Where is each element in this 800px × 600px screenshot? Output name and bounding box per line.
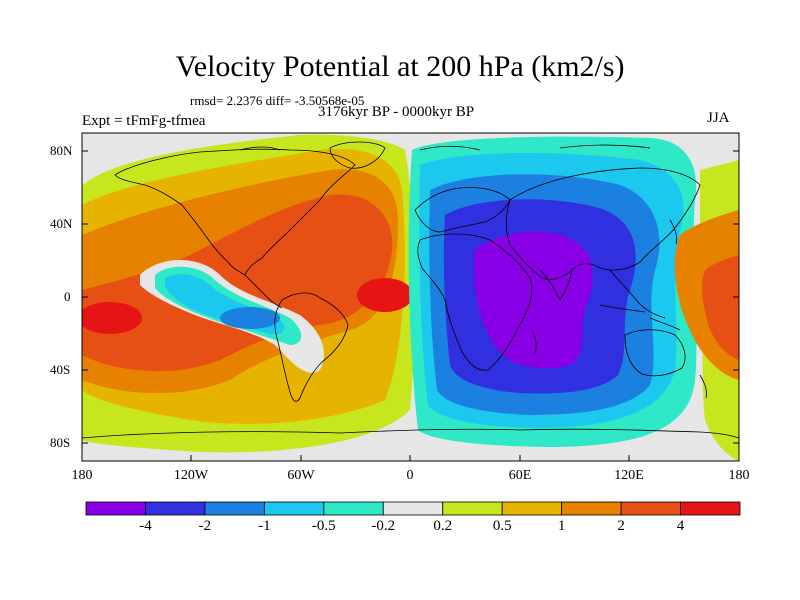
y-tick-label: 80S: [50, 435, 71, 450]
colorbar-swatch: [501, 501, 563, 516]
experiment-label: Expt = tFmFg-tfmea: [82, 113, 206, 129]
colorbar-swatch: [323, 501, 384, 516]
colorbar-label: -4: [139, 518, 152, 534]
colorbar-label: 0.2: [433, 518, 453, 534]
colorbar-swatch: [561, 501, 622, 516]
season-label: JJA: [707, 110, 730, 126]
x-tick-label: 120E: [614, 468, 644, 483]
coast-india: [539, 269, 573, 301]
coast-asia: [505, 167, 701, 280]
colorbar-label: -2: [198, 518, 212, 534]
x-tick-label: 0: [406, 468, 414, 483]
coast-africa: [417, 233, 533, 371]
colorbar-label: -1: [258, 518, 271, 534]
coast-australia: [624, 329, 686, 377]
colorbar-swatch: [263, 501, 325, 516]
colorbar-swatch: [85, 501, 146, 516]
y-tick-label: 40N: [50, 216, 73, 231]
x-tick-label: 120W: [173, 468, 209, 483]
colorbar-swatch: [204, 501, 265, 516]
colorbar-label: 2: [617, 518, 625, 534]
coast-arctic-islands: [239, 144, 651, 151]
period-label: 3176kyr BP - 0000kyr BP: [318, 104, 475, 120]
x-tick-label: 60W: [287, 468, 315, 483]
coast-southeast-asia: [609, 269, 666, 319]
coast-new-zealand: [699, 374, 707, 399]
colorbar-label: 4: [676, 518, 685, 534]
coast-indonesia: [599, 304, 681, 331]
coastlines: [82, 141, 739, 439]
colorbar-swatch: [680, 501, 741, 516]
y-tick-label: 0: [64, 289, 71, 304]
y-tick-label: 40S: [50, 362, 71, 377]
contour-4-pos-na: [260, 220, 340, 260]
coast-north-america: [114, 148, 356, 276]
coast-madagascar: [531, 329, 537, 356]
contour-neg-4: [474, 231, 593, 369]
coast-south-america: [274, 292, 349, 402]
contour-4-pos-west: [82, 302, 142, 334]
contour-4-pos-atlantic: [357, 278, 413, 312]
x-tick-label: 60E: [508, 468, 532, 483]
colorbar-swatch: [620, 501, 681, 516]
plot-title: Velocity Potential at 200 hPa (km2/s): [175, 50, 625, 83]
x-tick-label: 180: [728, 468, 750, 483]
colorbar-label: -0.2: [371, 518, 396, 534]
contour-neg-1-band: [220, 307, 280, 329]
coast-antarctica: [82, 428, 739, 439]
colorbar-swatch: [382, 501, 444, 516]
coast-central-america: [244, 274, 283, 309]
colorbar-label: 1: [557, 518, 566, 534]
colorbar-label: -0.5: [311, 518, 336, 534]
colorbar-swatch: [442, 501, 503, 516]
axis-ticks: [81, 150, 740, 461]
y-tick-label: 80N: [50, 143, 73, 158]
coast-japan: [669, 219, 678, 245]
colorbar-swatch: [145, 501, 206, 516]
x-tick-label: 180: [71, 468, 93, 483]
coast-europe: [414, 187, 511, 233]
coast-greenland: [329, 141, 386, 169]
negative-band: [140, 260, 324, 373]
colorbar-label: 0.5: [492, 518, 512, 534]
contour-2-pos-pacific: [702, 255, 739, 360]
contour-fill: [82, 133, 739, 461]
colorbar: [85, 501, 741, 516]
stats-label: rmsd= 2.2376 diff= -3.50568e-05: [190, 93, 365, 108]
